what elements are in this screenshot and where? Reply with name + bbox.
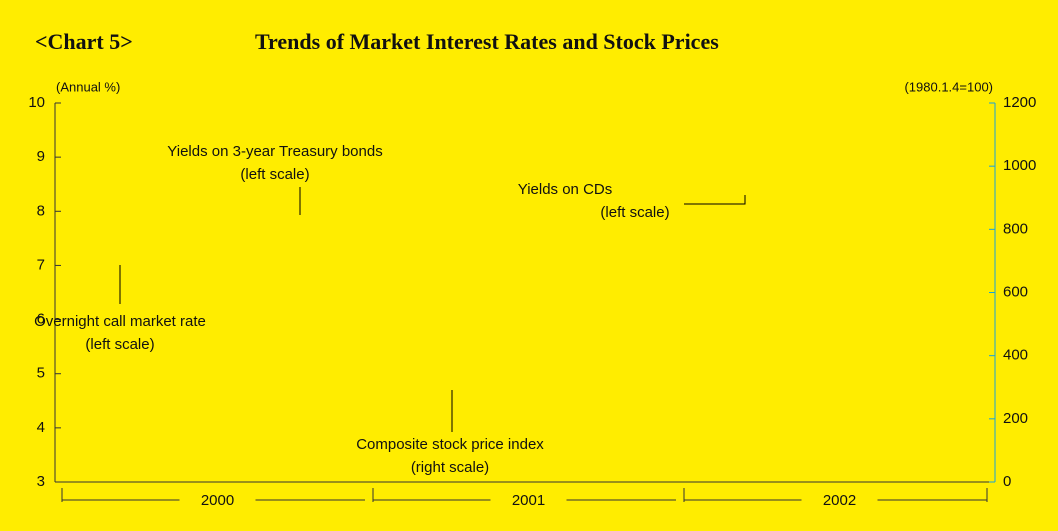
y-tick-label: 10: [28, 94, 45, 111]
y-axis-label: (Annual %): [56, 79, 120, 94]
annotation: Yields on CDs: [518, 181, 612, 198]
y2-tick-label: 800: [1003, 220, 1028, 237]
y-tick-label: 4: [37, 419, 45, 436]
y-tick-label: 7: [37, 256, 45, 273]
y2-tick-label: 1000: [1003, 157, 1036, 174]
y-tick-label: 5: [37, 365, 45, 382]
x-tick-label: 2001: [512, 492, 545, 509]
annotation: Overnight call market rate: [34, 313, 206, 330]
chart-title: Trends of Market Interest Rates and Stoc…: [255, 29, 719, 54]
annotation-note: (left scale): [85, 336, 154, 353]
y-tick-label: 3: [37, 473, 45, 490]
y2-tick-label: 400: [1003, 347, 1028, 364]
y-tick-label: 9: [37, 148, 45, 165]
y2-axis-label: (1980.1.4=100): [904, 79, 993, 94]
x-tick-label: 2000: [201, 492, 234, 509]
annotation-note: (right scale): [411, 459, 489, 476]
y2-tick-label: 0: [1003, 473, 1011, 490]
y2-tick-label: 1200: [1003, 94, 1036, 111]
chart-label: <Chart 5>: [35, 29, 133, 54]
leaders: [119, 187, 746, 432]
annotation: Yields on 3-year Treasury bonds: [167, 143, 382, 160]
x-tick-label: 2002: [823, 492, 856, 509]
y-tick-label: 6: [37, 311, 45, 328]
y2-tick-label: 600: [1003, 283, 1028, 300]
annotation-note: (left scale): [600, 204, 669, 221]
leader: [684, 195, 746, 205]
annotation: Composite stock price index: [356, 436, 544, 453]
annotation-note: (left scale): [240, 166, 309, 183]
y2-tick-label: 200: [1003, 410, 1028, 427]
y-tick-label: 8: [37, 202, 45, 219]
